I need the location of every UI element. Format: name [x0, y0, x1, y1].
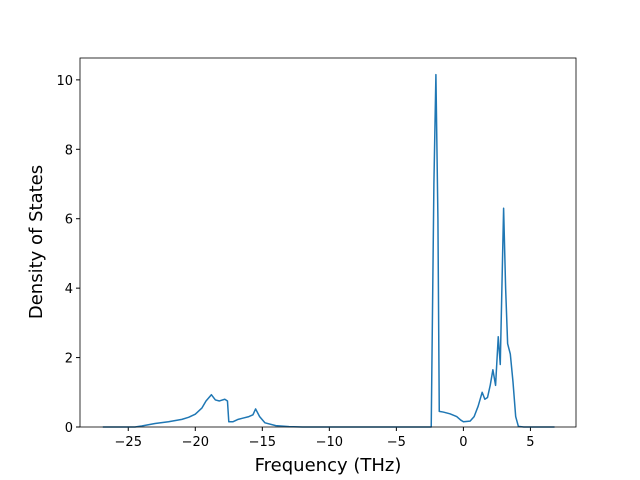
y-tick-label: 6 — [65, 213, 73, 228]
y-axis-label: Density of States — [26, 165, 47, 319]
plot-frame — [79, 57, 577, 428]
x-tick-label: −20 — [182, 435, 209, 450]
x-tick-label: −10 — [316, 435, 343, 450]
line — [102, 73, 555, 428]
y-tick-label: 2 — [65, 352, 73, 367]
x-tick-label: −5 — [387, 435, 406, 450]
y-tick-label: 4 — [65, 282, 73, 297]
x-tick-label: −25 — [115, 435, 142, 450]
x-tick-label: 5 — [526, 435, 534, 450]
y-tick-label: 8 — [65, 143, 73, 158]
x-tick-label: 0 — [459, 435, 467, 450]
y-tick-label: 10 — [56, 74, 73, 89]
x-axis-label: Frequency (THz) — [255, 455, 402, 476]
y-tick-label: 0 — [65, 421, 73, 436]
x-tick-label: −15 — [249, 435, 276, 450]
